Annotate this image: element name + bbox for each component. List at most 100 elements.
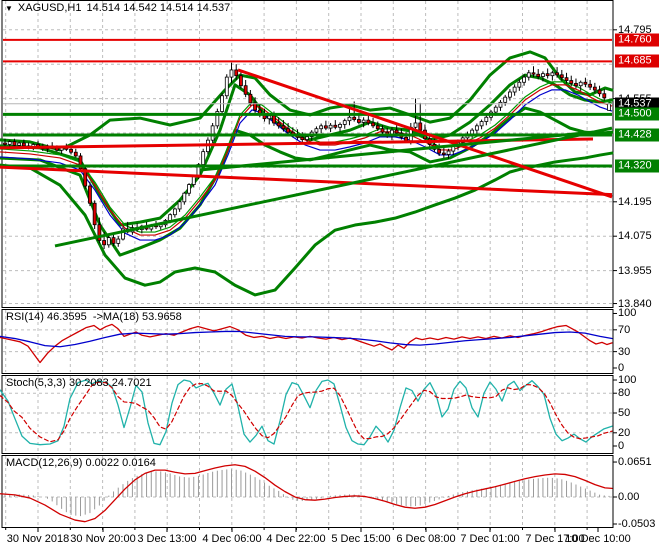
time-axis-label: 4 Dec 06:00 [202, 533, 262, 545]
price-axis-label: 14.795 [618, 23, 652, 36]
bear-candle [253, 102, 257, 111]
bull-candle [541, 73, 545, 77]
time-axis-label: 10 Dec 10:00 [565, 533, 631, 545]
bear-candle [441, 152, 446, 155]
bear-candle [366, 119, 371, 124]
bull-candle [484, 116, 489, 122]
bear-candle [21, 142, 26, 147]
rsi-axis-label: 70 [618, 323, 631, 336]
stoch-axis-label: 0 [618, 440, 625, 452]
macd-indicator-label: MACD(12,26,9) 0.0022 0.0164 [6, 457, 156, 469]
bollinger-upper-wide [0, 50, 614, 152]
rsi-axis-label: 100 [618, 307, 637, 320]
bull-candle [229, 69, 234, 78]
macd-axis-label: 0.00 [618, 490, 640, 503]
trendline [237, 68, 613, 199]
trendline [199, 130, 594, 172]
price-badge: 14.500 [615, 107, 659, 121]
bull-candle [413, 122, 418, 128]
symbol-period-label: XAGUSD,H1 [17, 2, 82, 14]
bull-candle [479, 121, 484, 127]
bear-candle [545, 73, 550, 77]
bull-candle [446, 150, 451, 155]
bull-candle [550, 72, 555, 77]
price-badge: 14.760 [615, 33, 659, 47]
bull-candle [201, 151, 206, 165]
bear-candle [286, 128, 291, 133]
price-axis-label: 14.075 [618, 230, 652, 243]
bear-candle [588, 83, 593, 88]
bear-candle [88, 185, 92, 204]
price-badge: 14.428 [615, 128, 659, 142]
stoch-axis-label: 80 [618, 387, 631, 400]
bear-candle [248, 93, 253, 104]
rsi-axis-label: 0 [618, 361, 625, 374]
bull-candle [522, 76, 526, 83]
bull-candle [168, 214, 173, 221]
bull-candle [314, 128, 319, 133]
price-badge: 14.537 [615, 97, 659, 111]
bear-candle [281, 125, 286, 130]
bull-candle [470, 129, 475, 135]
rsi-indicator-label: RSI(14) 46.3595 ->MA(18) 53.9658 [6, 311, 182, 323]
bear-candle [559, 74, 564, 79]
time-axis-label: 7 Dec 01:00 [460, 533, 520, 545]
bull-candle [182, 192, 187, 203]
bear-candle [300, 136, 305, 140]
bear-candle [111, 237, 116, 244]
time-axis-label: 6 Dec 08:00 [396, 533, 456, 545]
bear-candle [569, 80, 574, 84]
main-pane [1, 0, 614, 308]
bear-candle [555, 72, 559, 76]
bear-candle [272, 115, 276, 124]
bull-candle [578, 81, 583, 87]
symbol-dropdown-icon[interactable]: ▼ [5, 3, 13, 13]
bull-candle [267, 115, 272, 120]
time-axis-label: 30 Nov 20:00 [70, 533, 136, 545]
bull-candle [116, 238, 121, 244]
ohlc-values: 14.514 14.542 14.514 14.537 [86, 2, 231, 14]
time-axis-label: 30 Nov 2018 [6, 533, 70, 545]
bear-candle [371, 122, 375, 127]
bull-candle [474, 125, 479, 131]
stoch-indicator-label: Stoch(5,3,3) 30.2083 24.7021 [6, 377, 152, 389]
bear-candle [531, 72, 536, 75]
rsi-ma-line [0, 330, 613, 348]
bollinger-lower-tight [0, 106, 614, 257]
bull-candle [517, 81, 522, 88]
bear-candle [404, 136, 408, 142]
chart-title: ▼ XAGUSD,H1 14.514 14.542 14.514 14.537 [5, 2, 230, 14]
bull-candle [177, 201, 182, 210]
bull-candle [215, 111, 220, 127]
price-axis-label: 14.195 [618, 195, 652, 208]
bull-candle [338, 124, 342, 128]
macd-axis-label: -0.0503 [618, 517, 656, 530]
price-axis-label: 13.840 [618, 297, 652, 310]
price-badge: 14.685 [615, 54, 659, 68]
bear-candle [418, 122, 423, 131]
macd-signal-line [0, 464, 613, 523]
bear-candle [375, 125, 380, 130]
bear-candle [78, 155, 83, 170]
price-axis-label: 13.955 [618, 264, 652, 277]
trendline [0, 165, 613, 197]
bull-candle [172, 208, 177, 216]
bear-candle [3, 142, 7, 145]
bear-candle [97, 224, 102, 241]
bull-candle [498, 101, 503, 108]
bear-candle [73, 151, 78, 157]
bear-candle [92, 202, 97, 226]
time-axis-label: 7 Dec 17:00 [525, 533, 585, 545]
bull-candle [503, 96, 508, 103]
bull-candle [121, 228, 125, 240]
bull-candle [512, 86, 517, 93]
trendline [54, 126, 613, 248]
bear-candle [102, 240, 106, 246]
bear-candle [437, 148, 442, 154]
macd-axis-label: 0.0651 [618, 456, 652, 469]
bull-candle [526, 72, 531, 78]
bear-candle [83, 168, 88, 187]
bear-candle [602, 93, 607, 99]
bear-candle [592, 86, 597, 91]
